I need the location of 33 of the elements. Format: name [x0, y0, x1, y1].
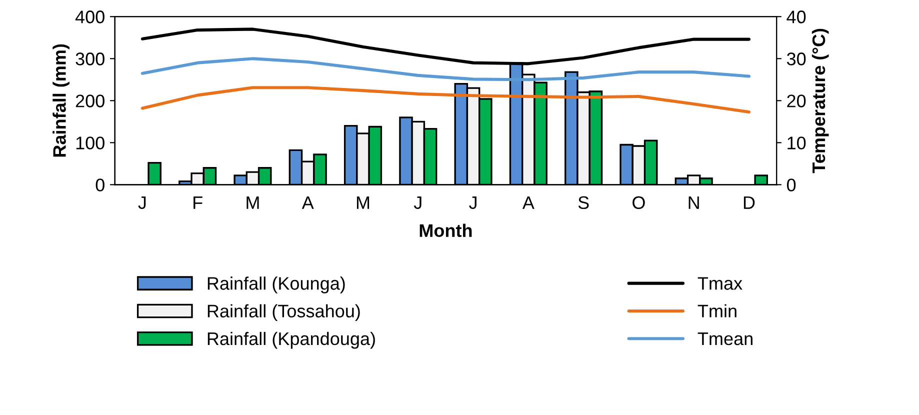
- legend-label: Tmean: [698, 332, 752, 346]
- y2-tick-label: 40: [786, 10, 806, 24]
- y-tick-label: 0: [96, 178, 104, 192]
- y-tick-label: 200: [76, 94, 104, 108]
- x-tick-label: N: [688, 196, 699, 209]
- x-tick-label: M: [356, 196, 370, 209]
- x-axis-title: Month: [420, 224, 472, 237]
- x-tick-label: J: [138, 196, 146, 210]
- x-tick-label: D: [744, 196, 755, 209]
- y2-tick-label: 20: [787, 94, 806, 108]
- y2-axis-title: Temperature (°C): [812, 28, 829, 174]
- legend-label: Tmax: [698, 277, 742, 290]
- y2-tick-label: 30: [786, 52, 806, 66]
- legend-label: Rainfall (Kounga): [208, 276, 345, 294]
- x-tick-label: M: [246, 196, 259, 209]
- x-tick-label: J: [469, 196, 476, 210]
- x-tick-label: F: [194, 196, 202, 209]
- x-tick-label: S: [578, 196, 589, 210]
- y2-tick-label: 0: [786, 178, 796, 192]
- y-tick-label: 300: [76, 52, 104, 66]
- y-tick-label: 400: [75, 10, 104, 24]
- y2-tick-label: 10: [788, 136, 806, 150]
- x-tick-label: A: [522, 196, 534, 209]
- legend-label: Tmin: [698, 304, 736, 318]
- line-series: [140, 57, 751, 82]
- line-series: [140, 86, 751, 114]
- legend-label: Rainfall (Kpandouga): [208, 332, 375, 349]
- x-tick-label: J: [414, 196, 422, 210]
- y-axis-title: Rainfall (mm): [52, 44, 70, 157]
- x-tick-label: O: [632, 196, 645, 210]
- y-tick-label: 100: [76, 136, 104, 150]
- x-tick-label: A: [302, 196, 314, 209]
- legend-label: Rainfall (Tossahou): [208, 304, 360, 322]
